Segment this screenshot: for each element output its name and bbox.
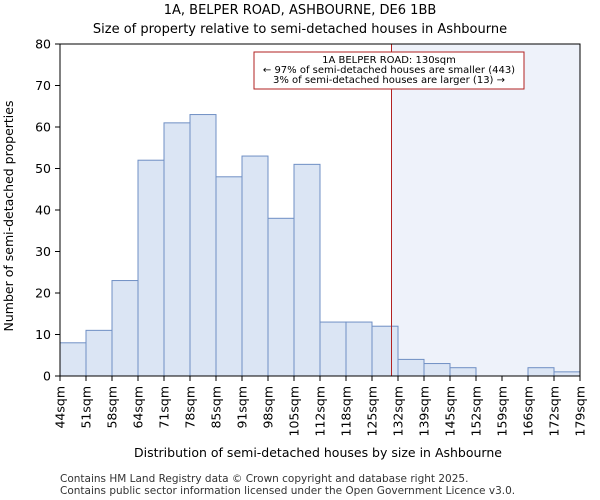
x-tick-label: 132sqm <box>391 386 406 436</box>
y-tick-label: 60 <box>35 120 51 135</box>
bar <box>189 114 217 377</box>
x-tick-label: 58sqm <box>105 386 120 429</box>
x-tick-label: 152sqm <box>469 386 484 436</box>
bar <box>137 159 165 377</box>
y-tick-label: 20 <box>35 286 51 301</box>
annotation-frame <box>253 51 525 90</box>
bar <box>397 358 425 377</box>
bar <box>215 176 243 377</box>
bar <box>59 342 87 377</box>
bar <box>241 155 269 377</box>
y-tick-label: 80 <box>35 37 51 52</box>
bar <box>319 321 347 377</box>
bar <box>85 329 113 377</box>
x-tick-label: 118sqm <box>339 386 354 436</box>
bar <box>371 325 399 377</box>
x-tick-label: 78sqm <box>183 386 198 429</box>
footer-line-1: Contains HM Land Registry data © Crown c… <box>60 473 468 485</box>
bar <box>293 163 321 377</box>
x-tick-label: 85sqm <box>209 386 224 429</box>
x-tick-label: 125sqm <box>365 386 380 436</box>
x-tick-label: 139sqm <box>417 386 432 436</box>
y-tick-label: 30 <box>35 244 51 259</box>
x-tick-label: 159sqm <box>495 386 510 436</box>
x-tick-label: 98sqm <box>261 386 276 429</box>
bar <box>163 122 191 377</box>
bar <box>345 321 373 377</box>
annotation-line-1: 1A BELPER ROAD: 130sqm <box>322 55 456 66</box>
x-tick-label: 179sqm <box>573 386 588 436</box>
y-tick-label: 70 <box>35 78 51 93</box>
x-tick-label: 91sqm <box>235 386 250 429</box>
x-tick-label: 44sqm <box>53 386 68 429</box>
x-tick-label: 166sqm <box>521 386 536 436</box>
footer-line-2: Contains public sector information licen… <box>60 485 515 497</box>
x-tick-label: 145sqm <box>443 386 458 436</box>
annotation-line-3: 3% of semi-detached houses are larger (1… <box>273 75 505 86</box>
x-tick-label: 172sqm <box>547 386 562 436</box>
bar <box>449 367 477 377</box>
y-axis-label: Number of semi-detached properties <box>1 101 16 332</box>
x-tick-label: 112sqm <box>313 386 328 436</box>
y-tick-label: 40 <box>35 203 51 218</box>
y-tick-label: 0 <box>43 369 51 384</box>
x-tick-label: 51sqm <box>79 386 94 429</box>
x-tick-label: 105sqm <box>287 386 302 436</box>
chart-title: 1A, BELPER ROAD, ASHBOURNE, DE6 1BB <box>164 3 437 18</box>
bars-group <box>59 114 581 377</box>
x-tick-label: 71sqm <box>157 386 172 429</box>
annotation-box: 1A BELPER ROAD: 130sqm ← 97% of semi-det… <box>253 51 525 90</box>
y-axis-ticks: 0 10 20 30 40 50 60 70 80 <box>35 37 60 384</box>
y-tick-label: 10 <box>35 327 51 342</box>
larger-region-shade <box>391 44 580 376</box>
chart-subtitle: Size of property relative to semi-detach… <box>93 22 507 37</box>
y-tick-label: 50 <box>35 161 51 176</box>
x-tick-label: 64sqm <box>131 386 146 429</box>
bar <box>267 217 295 377</box>
x-axis-ticks: 44sqm 51sqm 58sqm 64sqm 71sqm 78sqm 85sqm 91sqm… <box>53 376 588 436</box>
annotation-line-2: ← 97% of semi-detached houses are smalle… <box>263 65 515 76</box>
bar <box>423 363 451 377</box>
bar <box>553 371 581 377</box>
bar <box>111 280 139 377</box>
bar <box>527 367 555 377</box>
x-axis-label: Distribution of semi-detached houses by … <box>134 445 502 460</box>
